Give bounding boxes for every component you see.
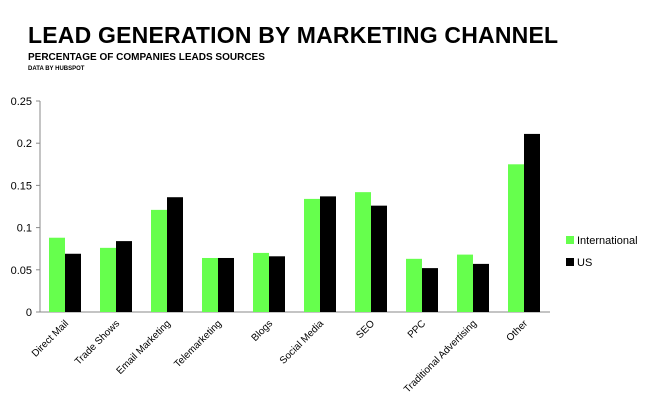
bar-international [457,254,473,312]
chart-legend: International US [566,235,638,269]
chart-bars [49,133,540,312]
bar-us [422,268,438,312]
bar-us [167,197,183,312]
y-tick-labels: 0 0.05 0.1 0.15 0.2 0.25 [11,96,32,319]
y-tick-label: 0 [26,307,32,319]
bar-us [524,133,540,312]
bar-international [406,258,422,312]
chart-subtitle: PERCENTAGE OF COMPANIES LEADS SOURCES [28,52,265,63]
bar-international [355,192,371,312]
y-tick-label: 0.2 [17,138,32,150]
x-category-label: Direct Mail [30,318,71,359]
bar-international [304,198,320,312]
x-category-label: Trade Shows [73,318,122,367]
y-tick-label: 0.25 [11,96,32,108]
bar-international [151,209,167,312]
chart-title: LEAD GENERATION BY MARKETING CHANNEL [28,22,559,48]
x-category-label: SEO [354,318,377,341]
bar-us [65,253,81,312]
bar-us [218,257,234,312]
bar-us [269,256,285,312]
x-category-label: PPC [406,318,428,340]
bar-international [49,237,65,312]
y-tick-label: 0.1 [17,223,32,235]
x-category-label: Telemarketing [172,318,224,370]
y-tick-label: 0.15 [11,180,32,192]
x-category-label: Blogs [250,318,275,343]
x-category-label: Email Marketing [115,318,173,376]
legend-swatch [566,236,574,244]
legend-label: International [577,235,638,247]
data-source-note: DATA BY HUBSPOT [28,66,85,72]
x-category-label: Social Media [278,318,327,367]
bar-international [253,252,269,312]
bar-international [508,164,524,312]
legend-swatch [566,258,574,266]
bar-international [100,247,116,312]
bar-international [202,257,218,312]
y-tick-label: 0.05 [11,265,32,277]
bar-us [371,205,387,312]
bar-us [473,263,489,312]
x-category-label: Other [505,318,531,344]
legend-label: US [577,257,592,269]
bar-us [320,196,336,312]
bar-us [116,241,132,312]
